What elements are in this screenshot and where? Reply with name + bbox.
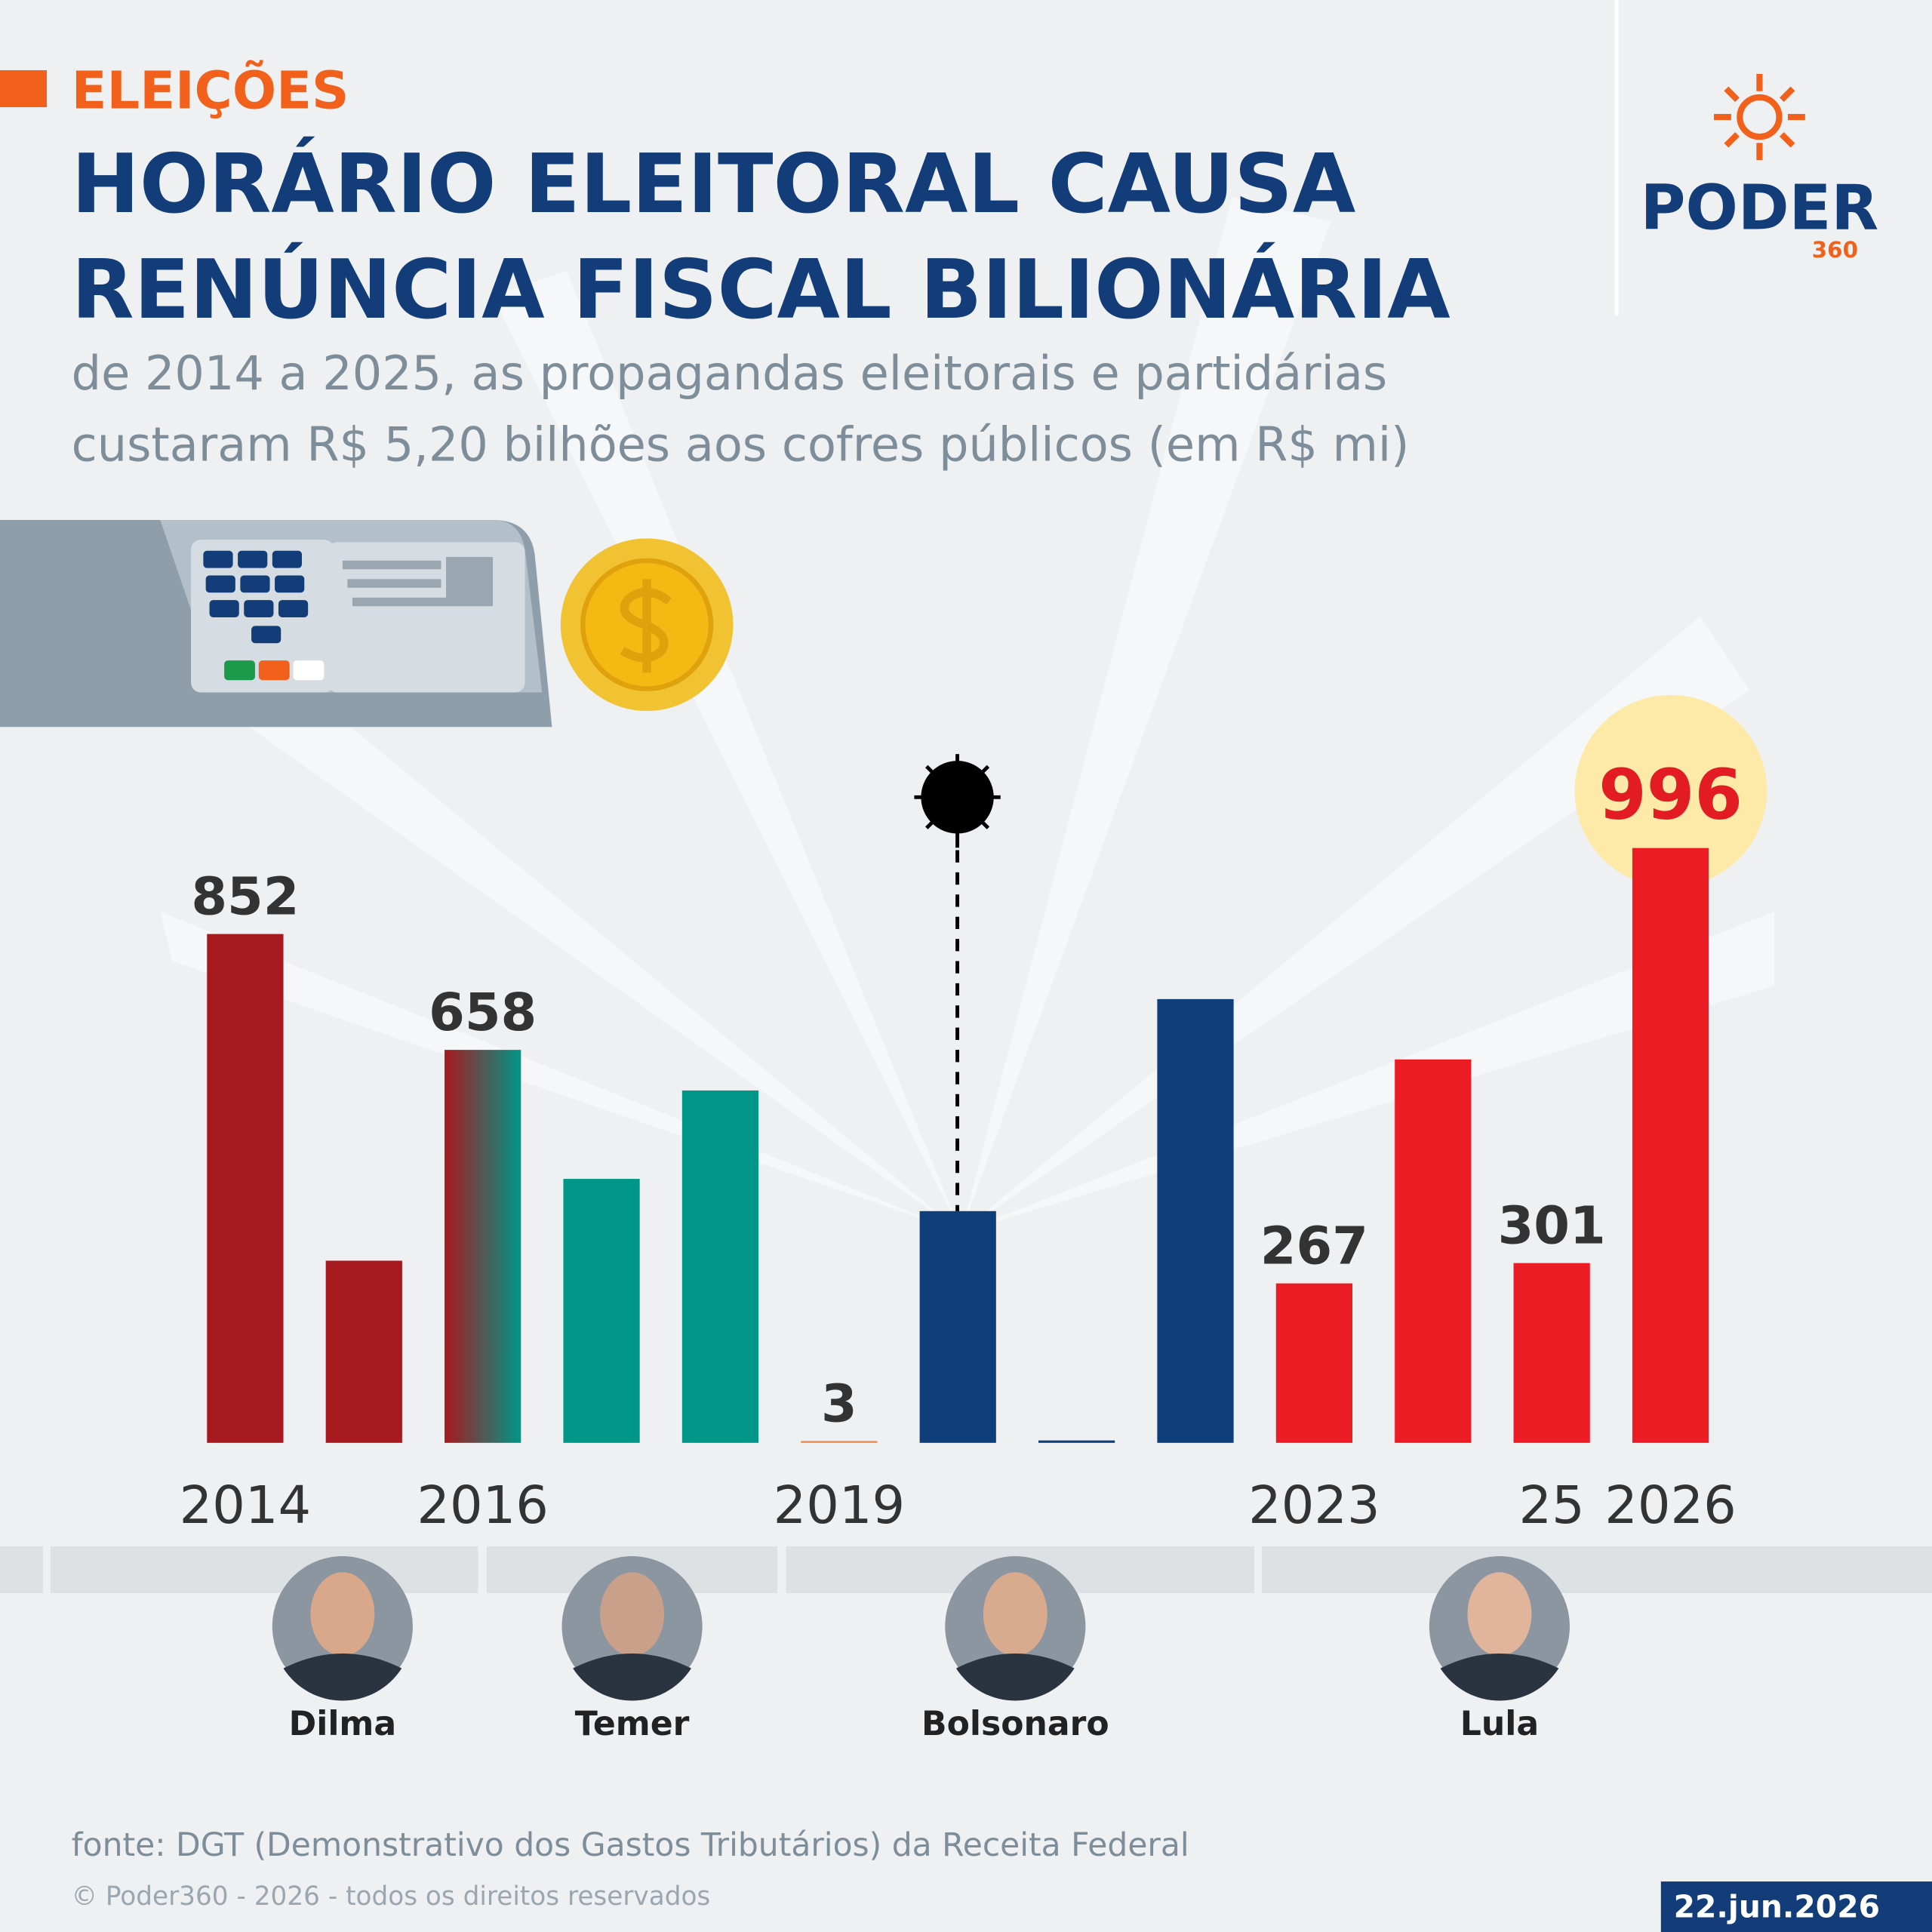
president-name: Dilma	[289, 1705, 396, 1743]
highlight-circle	[1574, 694, 1767, 888]
president-face	[310, 1572, 375, 1657]
subtitle-line: de 2014 a 2025, as propagandas eleitorai…	[72, 346, 1388, 401]
x-tick-label: 2014	[180, 1475, 312, 1536]
bar	[1275, 1283, 1352, 1443]
value-label: 267	[1260, 1216, 1368, 1276]
date: 22.jun.2026	[1674, 1888, 1880, 1924]
coin	[560, 538, 734, 712]
president-face	[983, 1572, 1048, 1657]
bar	[1513, 1263, 1590, 1443]
bar	[801, 1441, 878, 1443]
x-tick-label: 25	[1519, 1475, 1585, 1536]
bar	[1395, 1059, 1472, 1443]
bar	[1038, 1440, 1115, 1443]
kicker: ELEIÇÕES	[72, 60, 349, 122]
president-name: Bolsonaro	[921, 1705, 1109, 1743]
virus-icon	[914, 754, 1001, 848]
bar	[445, 1050, 521, 1443]
value-label: 852	[191, 866, 299, 927]
x-tick-label: 2026	[1604, 1475, 1737, 1536]
bar	[207, 934, 284, 1443]
president-face	[1467, 1572, 1532, 1657]
president-suit	[1440, 1654, 1559, 1701]
x-tick-label: 2019	[774, 1475, 905, 1536]
president-face	[600, 1572, 664, 1657]
kicker-marker	[0, 70, 48, 108]
bar	[919, 1211, 996, 1443]
value-label: 658	[429, 983, 537, 1043]
president-suit	[955, 1654, 1075, 1701]
bar	[563, 1179, 640, 1443]
copyright: © Poder360 - 2026 - todos os direitos re…	[72, 1881, 711, 1912]
subtitle-line: custaram R$ 5,20 bilhões aos cofres públ…	[72, 417, 1410, 472]
bar	[1632, 848, 1709, 1443]
value-label: 3	[821, 1374, 857, 1434]
date-box	[1660, 1881, 1932, 1932]
value-label: 996	[1598, 754, 1743, 835]
president-name: Lula	[1460, 1705, 1539, 1743]
bar	[325, 1260, 402, 1443]
logo-number: 360	[1812, 237, 1858, 263]
x-tick-label: 2016	[417, 1475, 549, 1536]
title-line: RENÚNCIA FISCAL BILIONÁRIA	[72, 243, 1451, 337]
logo-text: PODER	[1641, 173, 1879, 245]
title-line: HORÁRIO ELEITORAL CAUSA	[72, 137, 1356, 232]
x-tick-label: 2023	[1248, 1475, 1380, 1536]
bar	[1157, 998, 1234, 1443]
voting-machine	[0, 519, 552, 728]
bar	[681, 1090, 759, 1443]
president-suit	[283, 1654, 402, 1701]
period-strip	[0, 1546, 1932, 1594]
president-suit	[573, 1654, 691, 1701]
value-label: 301	[1498, 1196, 1606, 1257]
president-name: Temer	[575, 1705, 690, 1743]
logo-sun	[1714, 73, 1805, 161]
source: fonte: DGT (Demonstrativo dos Gastos Tri…	[72, 1827, 1189, 1864]
